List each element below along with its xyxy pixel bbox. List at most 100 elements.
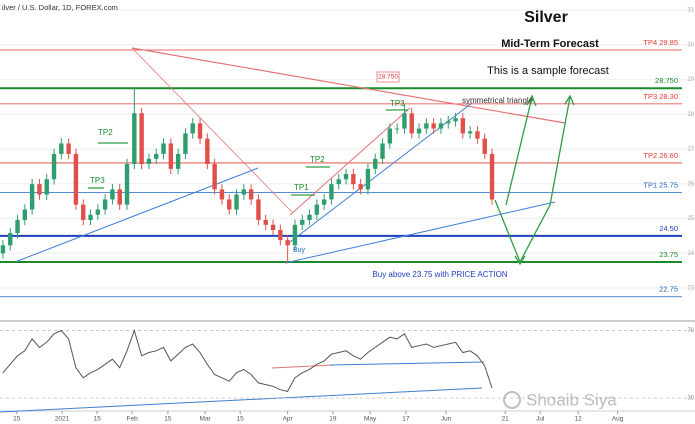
y-tick-label: 23 [687,286,694,292]
candle-body [446,121,451,124]
candle-body [168,143,174,169]
x-tick-label: 17 [402,416,410,423]
candle-body [402,113,407,129]
watermark-text: Shoaib Siya [526,390,617,409]
candle-body [365,168,371,190]
target-label: TP2 [310,155,325,164]
candle-body [212,163,217,190]
candle-body [460,118,466,134]
y-tick-label: 70 [687,328,694,334]
rsi-panel: 30 70 [0,328,695,413]
candle-body [431,123,436,129]
candle-body [8,233,13,246]
y-tick-label: 25 [687,216,694,222]
subtitle: Mid-Term Forecast [501,38,599,50]
candle-body [110,189,115,200]
candle-body [190,123,195,134]
candle-body [227,199,232,210]
candle-body [453,118,458,122]
level-label: 22.75 [659,285,678,294]
candle-body [278,230,283,241]
candle-body [44,179,49,195]
candle-body [285,240,290,246]
candle-body [336,179,341,185]
trend-line [131,47,293,213]
candle-body [307,214,312,220]
x-tick-label: 15 [13,416,21,423]
candle-body [175,153,181,169]
candle-body [416,128,422,134]
candle-body [117,189,122,205]
title: Silver [524,9,568,26]
candle-body [482,138,487,154]
forecast-path [505,96,533,206]
candle-body [154,153,159,159]
rsi-line [2,328,493,392]
trend-line [329,361,485,366]
candle-body [219,189,225,200]
candle-body [358,184,363,190]
candle-body [467,131,473,134]
candle-body [102,199,108,210]
trend-line [0,387,483,413]
target-label: TP1 [294,183,309,192]
candle-body [489,153,495,200]
candle-body [241,189,247,195]
candle-body [292,224,298,246]
y-tick-label: 27 [687,147,694,153]
candle-body [321,199,327,205]
trend-line [14,167,259,263]
buy-label: Buy [293,247,306,254]
buy-note: Buy above 23.75 with PRICE ACTION [372,270,507,279]
candles [0,87,495,264]
x-tick-label: Jul [536,416,545,423]
trend-line [271,364,335,369]
candle-body [183,133,188,154]
candle-body [0,245,6,254]
symbol-title: ilver / U.S. Dollar, 1D, FOREX.com [2,3,118,12]
level-label: TP4 29.85 [643,38,678,47]
drawings [14,47,575,266]
y-tick-label: 26 [687,181,694,187]
x-tick-label: 15 [237,416,245,423]
candle-body [248,189,254,200]
x-tick-label: 19 [329,416,337,423]
x-tick-label: Feb [127,416,139,423]
candle-body [263,219,268,225]
candle-body [475,131,480,139]
x-tick-label: 15 [93,416,101,423]
candle-body [409,113,414,134]
x-tick-label: Aug [612,416,624,423]
x-tick-label: Mar [200,416,212,423]
candle-body [205,138,210,164]
level-label: TP2 26.60 [643,151,678,160]
pattern-label: symmetrical triangle [462,96,534,105]
x-tick-label: 2021 [55,416,70,423]
x-tick-label: Apr [283,416,294,423]
arrow-head [564,94,575,106]
candle-body [234,194,239,210]
candle-body [73,153,79,205]
candle-body [343,174,349,180]
target-label: TP2 [98,128,113,137]
candle-body [29,184,35,210]
target-label: TP3 [90,176,105,185]
candle-body [81,204,86,220]
watermark: Shoaib Siya [503,390,617,409]
candle-body [438,123,444,129]
candle-body [424,123,429,129]
candle-body [124,163,130,205]
candle-body [37,184,42,195]
candle-body [15,219,20,234]
candle-body [88,214,93,220]
x-tick-label: 12 [575,416,583,423]
candle-body [256,199,261,220]
candle-body [95,209,101,215]
annotations: Silver Mid-Term Forecast This is a sampl… [2,3,609,279]
x-tick-label: Jun [441,416,452,423]
y-tick-label: 28 [687,112,694,118]
arrow-head [514,255,526,266]
x-tick-label: May [364,416,377,423]
target-label: TP3 [390,99,405,108]
